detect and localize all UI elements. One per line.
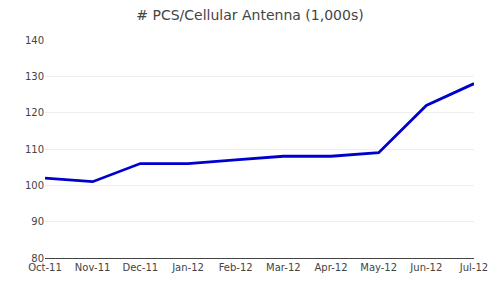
svg-text:Dec-11: Dec-11 (122, 262, 158, 273)
svg-text:May-12: May-12 (360, 262, 397, 273)
svg-text:Mar-12: Mar-12 (266, 262, 301, 273)
svg-text:Jan-12: Jan-12 (171, 262, 204, 273)
svg-text:Jun-12: Jun-12 (409, 262, 442, 273)
svg-text:140: 140 (25, 35, 44, 46)
svg-text:120: 120 (25, 107, 44, 118)
svg-text:Feb-12: Feb-12 (219, 262, 253, 273)
svg-text:Apr-12: Apr-12 (315, 262, 348, 273)
svg-text:Jul-12: Jul-12 (459, 262, 488, 273)
svg-text:80: 80 (31, 253, 44, 264)
svg-text:Nov-11: Nov-11 (75, 262, 111, 273)
svg-text:110: 110 (25, 144, 44, 155)
svg-text:100: 100 (25, 180, 44, 191)
svg-text:Oct-11: Oct-11 (28, 262, 62, 273)
svg-text:130: 130 (25, 71, 44, 82)
svg-text:90: 90 (31, 216, 44, 227)
svg-text:# PCS/Cellular Antenna (1,000s: # PCS/Cellular Antenna (1,000s) (136, 7, 363, 23)
